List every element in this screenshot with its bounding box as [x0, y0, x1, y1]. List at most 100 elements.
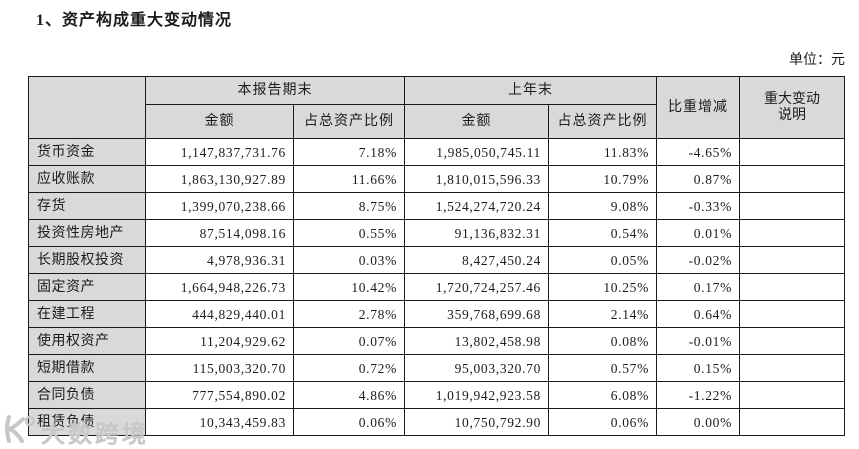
cell-weight-change: 0.00%: [656, 408, 740, 436]
table-row: 投资性房地产 87,514,098.16 0.55% 91,136,832.31…: [28, 219, 845, 247]
cell-major-change-note: [739, 165, 845, 193]
cell-prior-amount: 359,768,699.68: [404, 300, 549, 328]
cell-major-change-note: [739, 219, 845, 247]
table-row: 存货 1,399,070,238.66 8.75% 1,524,274,720.…: [28, 192, 845, 220]
cell-current-amount: 1,863,130,927.89: [145, 165, 294, 193]
cell-prior-ratio: 9.08%: [548, 192, 657, 220]
cell-prior-amount: 8,427,450.24: [404, 246, 549, 274]
cell-major-change-note: [739, 381, 845, 409]
cell-major-change-note: [739, 408, 845, 436]
cell-prior-amount: 91,136,832.31: [404, 219, 549, 247]
unit-note: 单位：元: [789, 53, 845, 68]
row-label: 合同负债: [28, 381, 146, 409]
table-row: 使用权资产 11,204,929.62 0.07% 13,802,458.98 …: [28, 327, 845, 355]
cell-weight-change: -0.02%: [656, 246, 740, 274]
cell-current-ratio: 0.07%: [293, 327, 405, 355]
header-weight-change: 比重增减: [656, 76, 740, 139]
cell-major-change-note: [739, 300, 845, 328]
cell-current-amount: 1,664,948,226.73: [145, 273, 294, 301]
cell-current-ratio: 8.75%: [293, 192, 405, 220]
table-row: 租赁负债 10,343,459.83 0.06% 10,750,792.90 0…: [28, 408, 845, 436]
cell-weight-change: -4.65%: [656, 138, 740, 166]
table-header-sub-row: 金额 占总资产比例 金额 占总资产比例: [29, 104, 845, 139]
cell-weight-change: 0.64%: [656, 300, 740, 328]
table-row: 长期股权投资 4,978,936.31 0.03% 8,427,450.24 0…: [28, 246, 845, 274]
row-label: 租赁负债: [28, 408, 146, 436]
header-prior-ratio: 占总资产比例: [548, 104, 657, 139]
cell-prior-ratio: 0.06%: [548, 408, 657, 436]
cell-weight-change: -1.22%: [656, 381, 740, 409]
cell-prior-amount: 1,810,015,596.33: [404, 165, 549, 193]
header-current-ratio: 占总资产比例: [293, 104, 405, 139]
cell-prior-ratio: 10.25%: [548, 273, 657, 301]
row-label: 投资性房地产: [28, 219, 146, 247]
header-current-amount: 金额: [145, 104, 294, 139]
cell-major-change-note: [739, 273, 845, 301]
cell-current-ratio: 0.06%: [293, 408, 405, 436]
row-label: 短期借款: [28, 354, 146, 382]
cell-current-ratio: 0.72%: [293, 354, 405, 382]
cell-current-ratio: 0.55%: [293, 219, 405, 247]
section-title: 1、资产构成重大变动情况: [36, 12, 233, 29]
cell-current-amount: 11,204,929.62: [145, 327, 294, 355]
cell-weight-change: 0.01%: [656, 219, 740, 247]
cell-prior-amount: 13,802,458.98: [404, 327, 549, 355]
cell-prior-ratio: 0.54%: [548, 219, 657, 247]
table-row: 在建工程 444,829,440.01 2.78% 359,768,699.68…: [28, 300, 845, 328]
cell-current-ratio: 2.78%: [293, 300, 405, 328]
cell-major-change-note: [739, 192, 845, 220]
cell-current-amount: 10,343,459.83: [145, 408, 294, 436]
cell-prior-amount: 10,750,792.90: [404, 408, 549, 436]
header-major-change-note: 重大变动 说明: [739, 76, 845, 139]
cell-prior-amount: 1,720,724,257.46: [404, 273, 549, 301]
row-label: 应收账款: [28, 165, 146, 193]
cell-weight-change: 0.15%: [656, 354, 740, 382]
row-label: 在建工程: [28, 300, 146, 328]
cell-prior-ratio: 0.08%: [548, 327, 657, 355]
cell-weight-change: 0.17%: [656, 273, 740, 301]
cell-current-amount: 1,399,070,238.66: [145, 192, 294, 220]
table-header-group-row: 本报告期末 上年末 比重增减 重大变动 说明: [28, 76, 845, 139]
table-row: 合同负债 777,554,890.02 4.86% 1,019,942,923.…: [28, 381, 845, 409]
cell-current-ratio: 10.42%: [293, 273, 405, 301]
cell-current-ratio: 7.18%: [293, 138, 405, 166]
cell-weight-change: -0.33%: [656, 192, 740, 220]
cell-prior-amount: 1,524,274,720.24: [404, 192, 549, 220]
cell-current-ratio: 0.03%: [293, 246, 405, 274]
row-label: 货币资金: [28, 138, 146, 166]
cell-current-amount: 1,147,837,731.76: [145, 138, 294, 166]
cell-prior-ratio: 6.08%: [548, 381, 657, 409]
table-row: 短期借款 115,003,320.70 0.72% 95,003,320.70 …: [28, 354, 845, 382]
cell-current-ratio: 11.66%: [293, 165, 405, 193]
asset-composition-table: 本报告期末 上年末 比重增减 重大变动 说明 金额 占总资产比例 金额 占总资产…: [28, 76, 845, 436]
cell-current-amount: 4,978,936.31: [145, 246, 294, 274]
cell-prior-ratio: 11.83%: [548, 138, 657, 166]
row-label: 使用权资产: [28, 327, 146, 355]
row-label: 固定资产: [28, 273, 146, 301]
cell-weight-change: 0.87%: [656, 165, 740, 193]
cell-prior-amount: 1,019,942,923.58: [404, 381, 549, 409]
row-label: 长期股权投资: [28, 246, 146, 274]
header-current-period: 本报告期末: [145, 76, 405, 105]
cell-current-amount: 115,003,320.70: [145, 354, 294, 382]
cell-prior-ratio: 10.79%: [548, 165, 657, 193]
table-body: 货币资金 1,147,837,731.76 7.18% 1,985,050,74…: [28, 138, 845, 436]
cell-current-amount: 87,514,098.16: [145, 219, 294, 247]
header-prior-period: 上年末: [404, 76, 657, 105]
cell-prior-ratio: 0.05%: [548, 246, 657, 274]
cell-weight-change: -0.01%: [656, 327, 740, 355]
cell-prior-ratio: 0.57%: [548, 354, 657, 382]
cell-major-change-note: [739, 138, 845, 166]
cell-major-change-note: [739, 246, 845, 274]
header-prior-amount: 金额: [404, 104, 549, 139]
row-label: 存货: [28, 192, 146, 220]
corner-header-cell: [28, 76, 146, 139]
cell-current-ratio: 4.86%: [293, 381, 405, 409]
cell-current-amount: 444,829,440.01: [145, 300, 294, 328]
cell-prior-ratio: 2.14%: [548, 300, 657, 328]
cell-current-amount: 777,554,890.02: [145, 381, 294, 409]
cell-prior-amount: 1,985,050,745.11: [404, 138, 549, 166]
table-row: 应收账款 1,863,130,927.89 11.66% 1,810,015,5…: [28, 165, 845, 193]
table-row: 固定资产 1,664,948,226.73 10.42% 1,720,724,2…: [28, 273, 845, 301]
